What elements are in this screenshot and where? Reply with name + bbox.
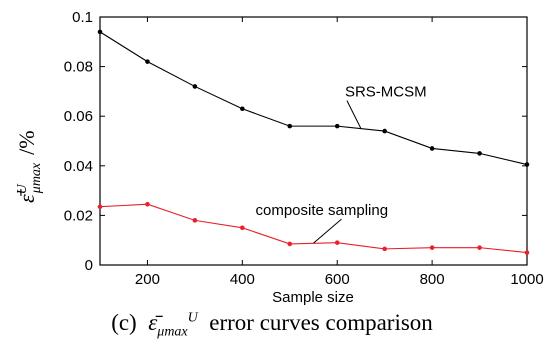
x-tick-label: 1000 [510, 271, 543, 288]
x-tick-label: 200 [135, 271, 160, 288]
data-point [334, 123, 340, 129]
y-tick-label: 0.08 [64, 59, 93, 76]
series-line [99, 203, 528, 254]
data-point [240, 106, 245, 112]
series-label-leader [313, 218, 342, 244]
series-line [99, 31, 528, 166]
series-layer [97, 29, 530, 255]
caption-text: error curves comparison [209, 310, 433, 335]
annotations: SRS-MCSM composite sampling [256, 84, 427, 244]
data-point [145, 201, 150, 207]
y-tick-label: 0.04 [64, 158, 93, 175]
x-tick-label: 800 [420, 271, 445, 288]
svg-text:ε̄Uμmax/%: ε̄Uμmax/% [14, 130, 44, 203]
x-axis-label: Sample size [272, 289, 354, 306]
data-point [97, 29, 103, 35]
data-point [334, 240, 340, 245]
y-label-unit: /% [14, 130, 39, 154]
y-tick-label: 0.1 [72, 9, 93, 26]
x-tick-label: 400 [230, 271, 255, 288]
data-point [192, 84, 198, 89]
data-point [429, 245, 435, 250]
data-point [524, 162, 530, 167]
caption-symbol: ε̄ [148, 310, 158, 335]
data-point [477, 245, 482, 250]
data-point [382, 128, 387, 134]
x-tick-label: 600 [325, 271, 350, 288]
data-point [97, 204, 103, 210]
data-point [382, 246, 387, 252]
y-tick-label: 0.02 [64, 207, 93, 224]
data-point [145, 59, 150, 64]
caption-prefix: (c) [111, 310, 137, 335]
figure-caption: (c) ε̄μmaxU error curves comparison [0, 310, 544, 341]
plot-frame [99, 16, 528, 266]
y-tick-label: 0.06 [64, 108, 93, 125]
y-label-superscript: U [15, 183, 30, 194]
data-point [429, 146, 435, 151]
data-point [192, 218, 198, 223]
y-label-subscript: μmax [29, 162, 44, 194]
plot-axes [99, 16, 528, 266]
data-point [287, 123, 293, 129]
data-point [287, 241, 293, 247]
caption-subscript: μmax [157, 324, 188, 340]
series-label-composite-sampling: composite sampling [256, 202, 389, 219]
chart-figure: 200 400 600 800 1000 0 0.02 0.04 0.06 0.08 0.1 SRS… [14, 9, 544, 306]
data-point [477, 151, 482, 156]
series-label-leader [346, 100, 362, 129]
data-point [524, 250, 530, 255]
y-axis-label: ε̄Uμmax/% [14, 130, 44, 203]
data-point [240, 225, 245, 231]
series-label-srs-mcsm: SRS-MCSM [345, 84, 427, 101]
tick-labels: 200 400 600 800 1000 0 0.02 0.04 0.06 0.08 0.1 [64, 9, 544, 288]
caption-superscript: U [187, 310, 198, 326]
y-tick-label: 0 [85, 257, 93, 274]
